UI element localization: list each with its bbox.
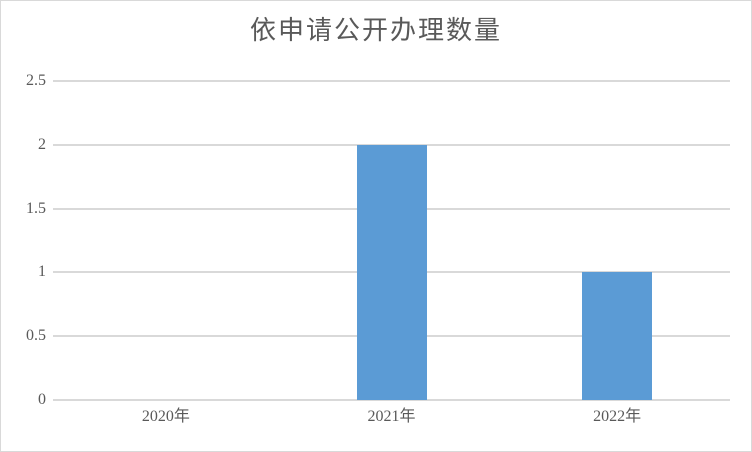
y-tick-label: 2	[38, 135, 46, 153]
y-tick-label: 1.5	[26, 199, 46, 217]
x-axis-label: 2021年	[367, 408, 416, 425]
x-axis-label: 2022年	[593, 408, 642, 425]
gridline	[53, 80, 730, 82]
y-tick-label: 2.5	[26, 72, 46, 89]
bar	[356, 144, 427, 400]
gridline	[53, 399, 730, 401]
x-axis-label: 2020年	[141, 408, 190, 425]
chart-title: 依申请公开办理数量	[249, 16, 502, 45]
y-tick-label: 0	[38, 391, 46, 408]
y-tick-label: 0.5	[26, 327, 46, 345]
y-tick-label: 1	[38, 263, 46, 281]
bar	[582, 272, 653, 400]
